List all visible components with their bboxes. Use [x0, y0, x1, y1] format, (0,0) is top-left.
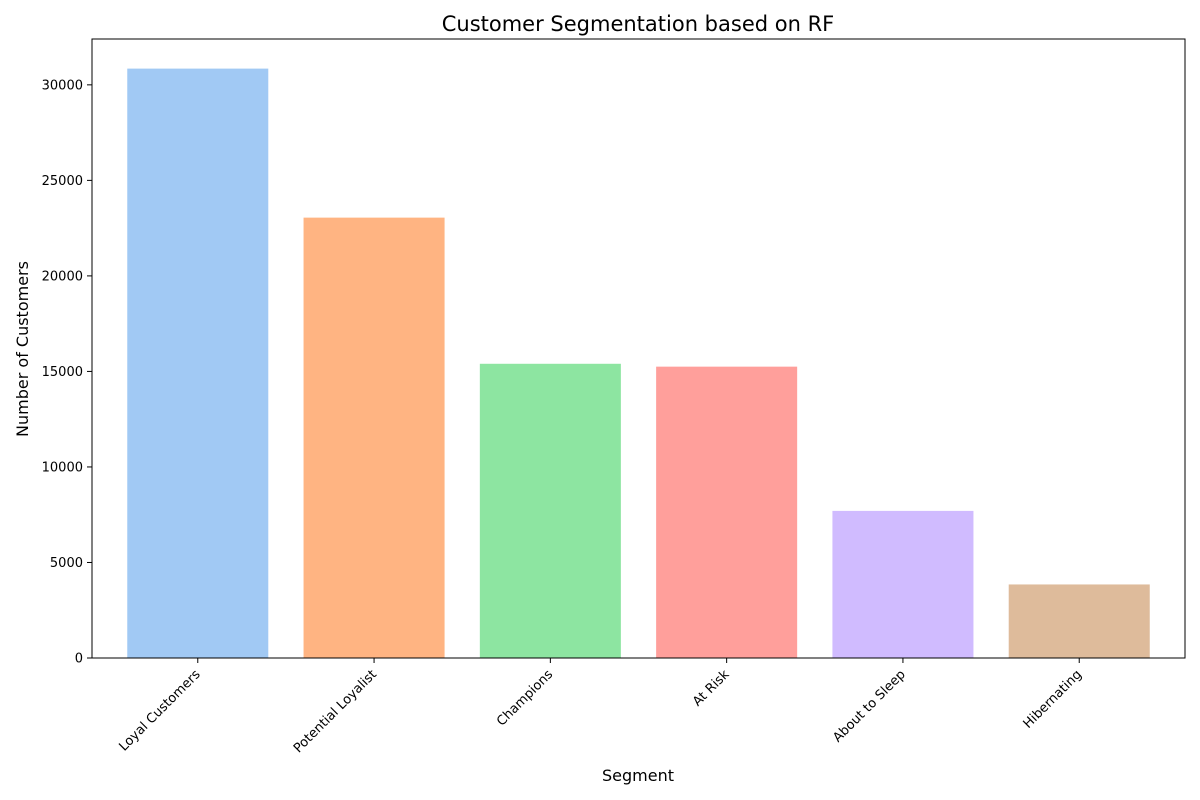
x-tick-label-at-risk: At Risk: [690, 667, 733, 710]
y-tick-label: 25000: [42, 174, 83, 189]
bar-loyal-customers: [127, 68, 269, 658]
y-tick-label: 15000: [42, 365, 83, 380]
y-axis-title: Number of Customers: [13, 261, 32, 437]
chart-title: Customer Segmentation based on RF: [442, 12, 835, 36]
x-tick-label-hibernating: Hibernating: [1021, 667, 1085, 731]
x-tick-label-about-to-sleep: About to Sleep: [830, 667, 908, 745]
bar-champions: [479, 363, 621, 658]
bar-at-risk: [656, 366, 798, 658]
bar-about-to-sleep: [832, 510, 974, 658]
bar-potential-loyalist: [303, 217, 445, 659]
x-tick-label-potential-loyalist: Potential Loyalist: [291, 667, 380, 756]
y-tick-label: 10000: [42, 460, 83, 475]
bar-hibernating: [1008, 584, 1150, 658]
x-tick-label-loyal-customers: Loyal Customers: [116, 667, 203, 754]
y-tick-label: 20000: [42, 269, 83, 284]
plot-area-frame: [91, 38, 1186, 659]
y-tick-label: 0: [75, 652, 83, 667]
y-tick-label: 30000: [42, 78, 83, 93]
y-tick-label: 5000: [50, 556, 83, 571]
x-axis-title: Segment: [602, 766, 674, 785]
y-axis: 0 5000 10000 15000 20000 25000 30000: [42, 78, 92, 667]
x-tick-label-champions: Champions: [494, 667, 556, 729]
x-axis: Loyal Customers Potential Loyalist Champio…: [116, 658, 1085, 756]
bars: [127, 68, 1150, 659]
